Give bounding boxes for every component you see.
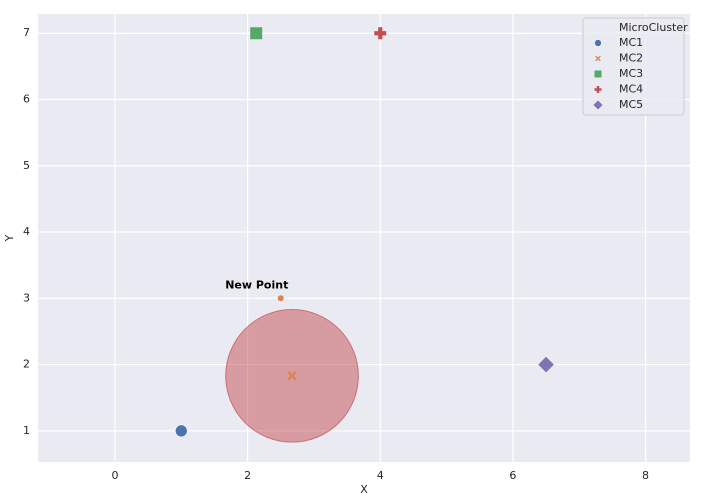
legend-marker bbox=[594, 86, 602, 93]
plot-area bbox=[38, 14, 690, 462]
point bbox=[538, 356, 554, 373]
x-axis-label: X bbox=[360, 483, 368, 496]
y-axis-label: Y bbox=[3, 234, 16, 242]
point bbox=[374, 27, 387, 40]
legend-marker bbox=[594, 70, 602, 78]
legend-title: MicroCluster bbox=[619, 21, 688, 34]
point bbox=[174, 424, 188, 438]
legend-marker bbox=[593, 100, 603, 110]
legend-label: MC1 bbox=[619, 36, 643, 49]
x-tick-label: 4 bbox=[377, 469, 384, 482]
point bbox=[287, 371, 297, 381]
y-tick-label: 6 bbox=[23, 92, 30, 105]
y-tick-label: 4 bbox=[23, 225, 30, 238]
y-tick-label: 7 bbox=[23, 26, 30, 39]
legend-label: MC3 bbox=[619, 67, 643, 80]
y-tick-label: 3 bbox=[23, 291, 30, 304]
y-tick-label: 2 bbox=[23, 358, 30, 371]
x-tick-label: 2 bbox=[244, 469, 251, 482]
point bbox=[250, 27, 263, 40]
y-tick-label: 5 bbox=[23, 159, 30, 172]
x-tick-label: 6 bbox=[509, 469, 516, 482]
legend-label: MC5 bbox=[619, 98, 643, 111]
x-tick-label: 0 bbox=[111, 469, 118, 482]
new-point bbox=[277, 295, 284, 302]
x-tick-label: 8 bbox=[642, 469, 649, 482]
annotation: New Point bbox=[225, 278, 288, 291]
legend-label: MC2 bbox=[619, 52, 643, 65]
y-tick-label: 1 bbox=[23, 424, 30, 437]
legend-label: MC4 bbox=[619, 83, 643, 96]
legend-marker bbox=[595, 55, 601, 62]
legend-box bbox=[582, 17, 685, 116]
legend-marker bbox=[594, 39, 602, 47]
